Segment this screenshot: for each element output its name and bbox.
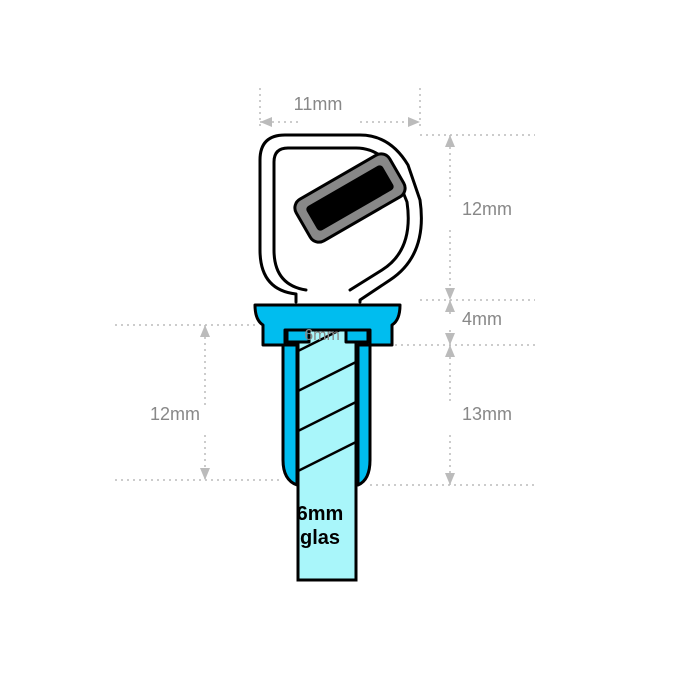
- glass-label-2: glas: [300, 527, 340, 549]
- dim-inner-slot: 6mm: [304, 327, 340, 344]
- dim-right-lower: 13mm: [462, 404, 512, 424]
- dim-right-mid: 4mm: [462, 309, 502, 329]
- dim-top-width: 11mm: [294, 94, 343, 114]
- magnet: [291, 150, 409, 246]
- diagram: 11mm 12mm 4mm 13mm 12mm 6mm 6mm glas: [0, 0, 685, 685]
- dim-left-lower: 12mm: [150, 404, 200, 424]
- dim-right-upper: 12mm: [462, 199, 512, 219]
- glass-label-1: 6mm: [297, 503, 344, 525]
